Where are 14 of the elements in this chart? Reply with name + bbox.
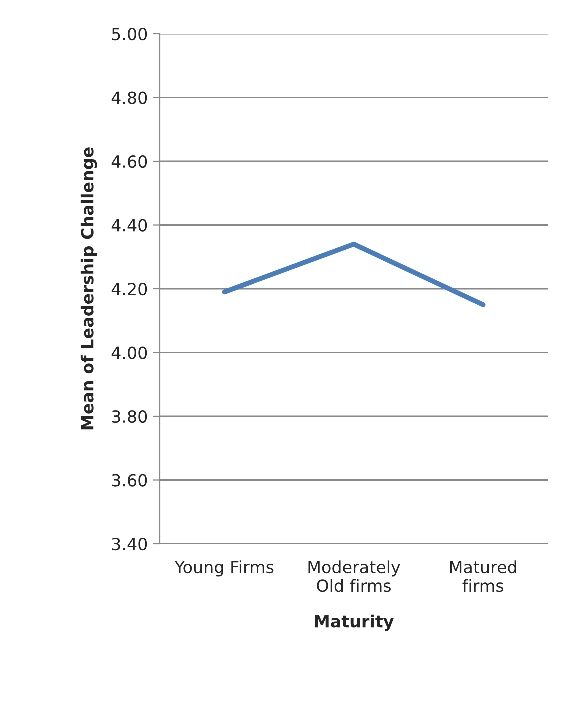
y-tick-label: 4.40 [112,219,148,232]
y-tick-label: 4.80 [112,92,148,104]
x-tick-label: Young Firms [174,560,274,577]
y-tick-label: 5.00 [112,28,148,41]
y-tick-label: 3.40 [112,538,148,551]
y-tick-label: 4.60 [112,155,148,168]
y-tick-label: 4.20 [112,282,148,296]
y-tick-label: 3.80 [112,410,148,424]
x-tick-label: Moderately Old firms [308,560,400,592]
x-tick-label: Matured firms [450,560,516,592]
y-axis-title: Mean of Leadership Challenge [80,148,98,430]
y-tick-label: 4.00 [112,346,148,360]
y-tick-label: 3.60 [112,474,148,487]
x-axis-title: Maturity [315,614,394,632]
